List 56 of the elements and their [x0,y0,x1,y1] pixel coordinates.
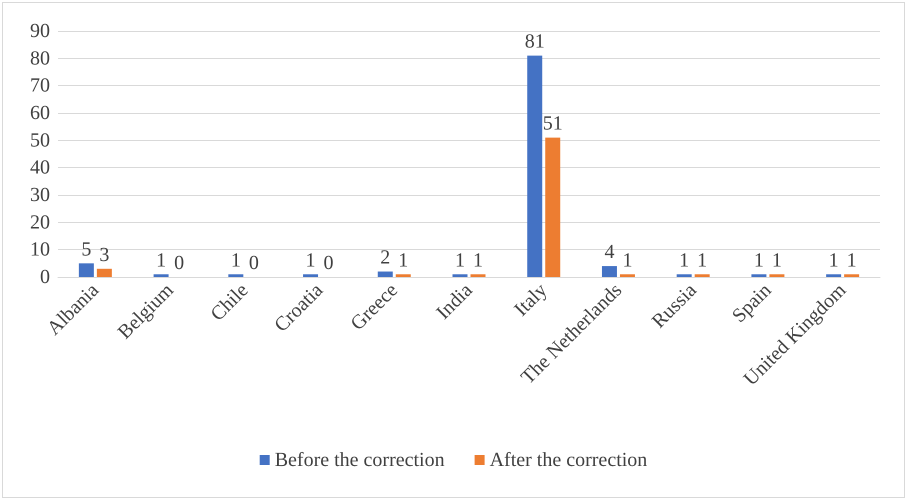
data-label: 0 [324,252,334,274]
x-tick-label: Italy [510,279,552,321]
data-label: 51 [542,112,563,135]
bar [769,274,784,277]
data-label: 4 [604,241,614,264]
data-label: 1 [230,249,241,272]
x-tick-label: India [432,279,477,324]
y-tick-label: 30 [30,184,50,206]
y-tick-label: 60 [30,102,50,124]
bar [751,274,766,277]
bar [396,274,411,277]
data-label: 1 [754,249,764,272]
data-label: 1 [828,249,839,272]
legend-label: Before the correction [274,449,445,471]
y-tick-label: 40 [30,156,50,179]
bar [96,268,112,277]
bar [452,274,468,277]
x-tick-label: Chile [206,279,253,326]
data-label: 5 [81,238,92,260]
bar [602,266,617,277]
bar [228,274,244,277]
bar [470,274,486,277]
data-label: 1 [772,249,782,272]
y-tick-label: 20 [30,211,50,234]
bar [303,274,318,277]
bar [545,138,560,277]
y-tick-label: 90 [30,20,50,42]
data-label: 1 [306,249,316,272]
data-label: 2 [380,246,390,269]
y-tick-label: 50 [30,129,50,152]
bar [826,274,842,277]
data-label: 81 [524,30,545,53]
y-tick-label: 10 [30,238,50,261]
bar [620,274,635,277]
bar [694,274,710,277]
y-tick-label: 70 [30,74,50,97]
data-label: 3 [99,244,110,266]
data-label: 1 [622,249,632,272]
data-label: 1 [156,249,166,272]
bar [527,56,542,277]
data-label: 1 [697,249,708,272]
data-label: 1 [679,249,690,272]
data-label: 1 [846,249,857,272]
data-label: 0 [248,252,259,274]
legend-label: After the correction [490,449,648,471]
y-tick-label: 0 [40,266,50,288]
bar [844,274,860,277]
data-label: 0 [174,252,184,274]
data-label: 1 [455,249,465,272]
bar [378,272,393,277]
bar [154,274,169,277]
bar [676,274,692,277]
bar [78,263,94,277]
data-label: 1 [473,249,483,272]
y-tick-label: 80 [30,47,50,70]
data-label: 1 [398,249,408,272]
